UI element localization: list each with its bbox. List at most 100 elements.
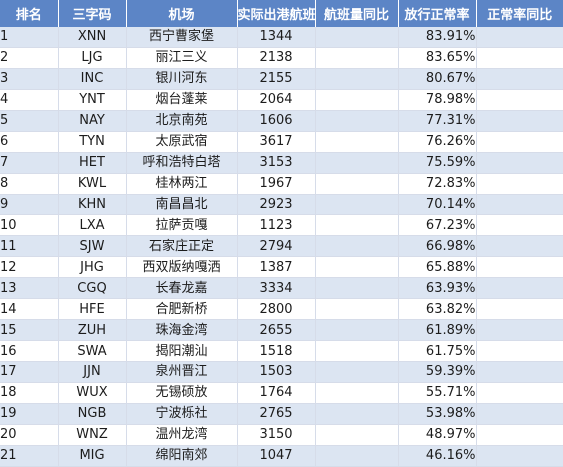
iata-code-cell[interactable]: SJW [58,235,127,258]
rank-cell[interactable]: 19 [0,403,59,425]
on-time-rate-cell[interactable]: 66.98% [398,235,477,258]
rank-cell[interactable]: 3 [0,68,59,90]
departures-cell[interactable]: 1764 [237,382,316,404]
on-time-rate-yoy-cell[interactable] [476,131,563,153]
rank-cell[interactable]: 20 [0,424,59,446]
departures-cell[interactable]: 2655 [237,319,316,342]
airport-name-cell[interactable]: 长春龙嘉 [126,277,238,300]
on-time-rate-cell[interactable]: 70.14% [398,194,477,216]
on-time-rate-cell[interactable]: 63.82% [398,298,477,321]
iata-code-cell[interactable]: INC [58,68,127,90]
airport-name-cell[interactable]: 烟台蓬莱 [126,89,238,111]
on-time-rate-yoy-cell[interactable] [476,152,563,174]
on-time-rate-yoy-cell[interactable] [476,298,563,321]
departures-yoy-cell[interactable] [315,445,399,467]
departures-cell[interactable]: 3150 [237,424,316,446]
airport-name-cell[interactable]: 珠海金湾 [126,319,238,342]
departures-cell[interactable]: 3334 [237,277,316,300]
airport-name-cell[interactable]: 宁波栎社 [126,403,238,425]
header-rank[interactable]: 排名 [0,0,59,27]
on-time-rate-cell[interactable]: 59.39% [398,361,477,383]
iata-code-cell[interactable]: KWL [58,173,127,195]
rank-cell[interactable]: 17 [0,361,59,383]
on-time-rate-yoy-cell[interactable] [476,277,563,300]
on-time-rate-yoy-cell[interactable] [476,110,563,132]
header-on-time-rate-yoy[interactable]: 正常率同比 [476,0,563,27]
rank-cell[interactable]: 13 [0,277,59,300]
iata-code-cell[interactable]: JHG [58,256,127,279]
iata-code-cell[interactable]: YNT [58,89,127,111]
departures-cell[interactable]: 2765 [237,403,316,425]
airport-name-cell[interactable]: 丽江三义 [126,47,238,69]
on-time-rate-cell[interactable]: 55.71% [398,382,477,404]
on-time-rate-yoy-cell[interactable] [476,27,563,48]
departures-cell[interactable]: 1967 [237,173,316,195]
airport-name-cell[interactable]: 无锡硕放 [126,382,238,404]
airport-name-cell[interactable]: 揭阳潮汕 [126,340,238,362]
departures-yoy-cell[interactable] [315,152,399,174]
on-time-rate-yoy-cell[interactable] [476,340,563,362]
on-time-rate-cell[interactable]: 78.98% [398,89,477,111]
rank-cell[interactable]: 7 [0,152,59,174]
rank-cell[interactable]: 18 [0,382,59,404]
rank-cell[interactable]: 11 [0,235,59,258]
on-time-rate-cell[interactable]: 83.91% [398,27,477,48]
airport-name-cell[interactable]: 桂林两江 [126,173,238,195]
rank-cell[interactable]: 21 [0,445,59,467]
departures-yoy-cell[interactable] [315,89,399,111]
departures-yoy-cell[interactable] [315,340,399,362]
on-time-rate-cell[interactable]: 46.16% [398,445,477,467]
on-time-rate-cell[interactable]: 61.89% [398,319,477,342]
on-time-rate-yoy-cell[interactable] [476,194,563,216]
airport-name-cell[interactable]: 西双版纳嘎洒 [126,256,238,279]
on-time-rate-cell[interactable]: 75.59% [398,152,477,174]
departures-cell[interactable]: 1503 [237,361,316,383]
airport-name-cell[interactable]: 拉萨贡嘎 [126,214,238,237]
rank-cell[interactable]: 1 [0,27,59,48]
rank-cell[interactable]: 8 [0,173,59,195]
iata-code-cell[interactable]: JJN [58,361,127,383]
airport-name-cell[interactable]: 石家庄正定 [126,235,238,258]
on-time-rate-yoy-cell[interactable] [476,256,563,279]
iata-code-cell[interactable]: NGB [58,403,127,425]
airport-name-cell[interactable]: 北京南苑 [126,110,238,132]
on-time-rate-cell[interactable]: 53.98% [398,403,477,425]
header-airport[interactable]: 机场 [126,0,238,27]
departures-cell[interactable]: 1606 [237,110,316,132]
departures-yoy-cell[interactable] [315,235,399,258]
on-time-rate-yoy-cell[interactable] [476,47,563,69]
departures-yoy-cell[interactable] [315,110,399,132]
on-time-rate-yoy-cell[interactable] [476,68,563,90]
header-departures-yoy[interactable]: 航班量同比 [315,0,399,27]
airport-name-cell[interactable]: 合肥新桥 [126,298,238,321]
header-code[interactable]: 三字码 [58,0,127,27]
departures-cell[interactable]: 1518 [237,340,316,362]
on-time-rate-yoy-cell[interactable] [476,214,563,237]
departures-cell[interactable]: 1344 [237,27,316,48]
rank-cell[interactable]: 4 [0,89,59,111]
rank-cell[interactable]: 10 [0,214,59,237]
on-time-rate-cell[interactable]: 63.93% [398,277,477,300]
on-time-rate-cell[interactable]: 80.67% [398,68,477,90]
airport-name-cell[interactable]: 银川河东 [126,68,238,90]
airport-name-cell[interactable]: 南昌昌北 [126,194,238,216]
departures-cell[interactable]: 3153 [237,152,316,174]
departures-yoy-cell[interactable] [315,403,399,425]
on-time-rate-yoy-cell[interactable] [476,235,563,258]
airport-name-cell[interactable]: 西宁曹家堡 [126,27,238,48]
iata-code-cell[interactable]: TYN [58,131,127,153]
departures-yoy-cell[interactable] [315,319,399,342]
on-time-rate-yoy-cell[interactable] [476,445,563,467]
on-time-rate-cell[interactable]: 67.23% [398,214,477,237]
departures-yoy-cell[interactable] [315,256,399,279]
departures-yoy-cell[interactable] [315,173,399,195]
departures-cell[interactable]: 1123 [237,214,316,237]
iata-code-cell[interactable]: NAY [58,110,127,132]
on-time-rate-cell[interactable]: 76.26% [398,131,477,153]
on-time-rate-cell[interactable]: 65.88% [398,256,477,279]
on-time-rate-yoy-cell[interactable] [476,403,563,425]
departures-cell[interactable]: 1047 [237,445,316,467]
iata-code-cell[interactable]: WNZ [58,424,127,446]
iata-code-cell[interactable]: CGQ [58,277,127,300]
departures-cell[interactable]: 2138 [237,47,316,69]
